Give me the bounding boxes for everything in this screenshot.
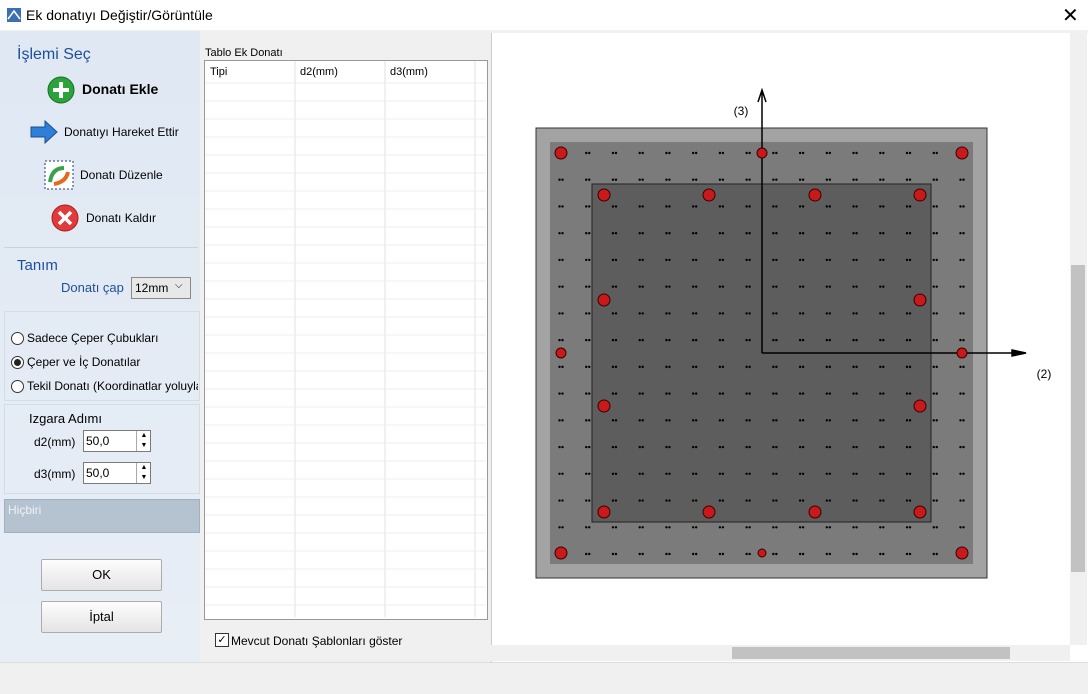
mode-label: Tekil Donatı (Koordinatlar yoluyla) xyxy=(27,379,198,393)
d2-spinner[interactable]: ▲ ▼ xyxy=(136,431,151,451)
mode-label: Sadece Çeper Çubukları xyxy=(27,331,159,345)
app-icon xyxy=(7,8,21,22)
action-add[interactable]: Donatı Ekle xyxy=(82,81,159,97)
grid-title: Izgara Adımı xyxy=(29,411,102,426)
horizontal-thumb[interactable] xyxy=(732,647,1010,659)
d2-value: 50,0 xyxy=(86,434,110,448)
d3-label: d3(mm) xyxy=(34,467,76,481)
cancel-button[interactable]: İptal xyxy=(41,601,162,633)
radio[interactable] xyxy=(11,332,24,345)
section-title: İşlemi Seç xyxy=(17,46,91,63)
window-title: Ek donatıyı Değiştir/Görüntüle xyxy=(26,7,213,23)
d3-input[interactable] xyxy=(83,462,151,484)
mode-group xyxy=(4,311,200,401)
ok-button[interactable]: OK xyxy=(41,559,162,591)
move-icon xyxy=(30,119,58,145)
table-title: Tablo Ek Donatı xyxy=(205,47,283,59)
checkbox-label: Mevcut Donatı Şablonları göster xyxy=(231,634,403,648)
radio[interactable] xyxy=(11,356,24,369)
separator xyxy=(4,247,198,248)
status-box xyxy=(4,499,200,533)
action-move[interactable]: Donatıyı Hareket Ettir xyxy=(64,125,179,139)
diameter-label: Donatı çap xyxy=(61,280,124,295)
d2-input[interactable] xyxy=(83,430,151,452)
diameter-value: 12mm xyxy=(135,281,169,295)
column-header: d2(mm) xyxy=(300,66,338,78)
add-icon xyxy=(47,76,75,104)
status-bar xyxy=(0,662,1088,694)
title-bar xyxy=(0,0,1088,30)
radio[interactable] xyxy=(11,380,24,393)
drawing-area xyxy=(491,33,1088,662)
edit-icon xyxy=(44,160,74,190)
table-grid xyxy=(205,61,486,617)
action-edit[interactable]: Donatı Düzenle xyxy=(80,168,163,182)
table xyxy=(204,60,488,620)
column-header: d3(mm) xyxy=(390,66,428,78)
checkbox[interactable]: ✓ xyxy=(215,633,229,647)
vertical-thumb[interactable] xyxy=(1071,265,1085,572)
mode-label: Çeper ve İç Donatılar xyxy=(27,355,141,369)
dropdown-arrow: ⌵ xyxy=(175,280,183,291)
remove-icon xyxy=(51,204,79,232)
definition-title: Tanım xyxy=(17,257,58,274)
status-text: Hiçbiri xyxy=(8,503,42,517)
action-remove[interactable]: Donatı Kaldır xyxy=(86,211,157,225)
close-button[interactable]: ✕ xyxy=(1062,5,1079,27)
diameter-select[interactable] xyxy=(131,277,191,299)
column-header: Tipi xyxy=(210,66,228,78)
d2-label: d2(mm) xyxy=(34,435,76,449)
grid-group xyxy=(4,404,200,494)
d3-value: 50,0 xyxy=(86,466,110,480)
d3-spinner[interactable]: ▲ ▼ xyxy=(136,463,151,483)
